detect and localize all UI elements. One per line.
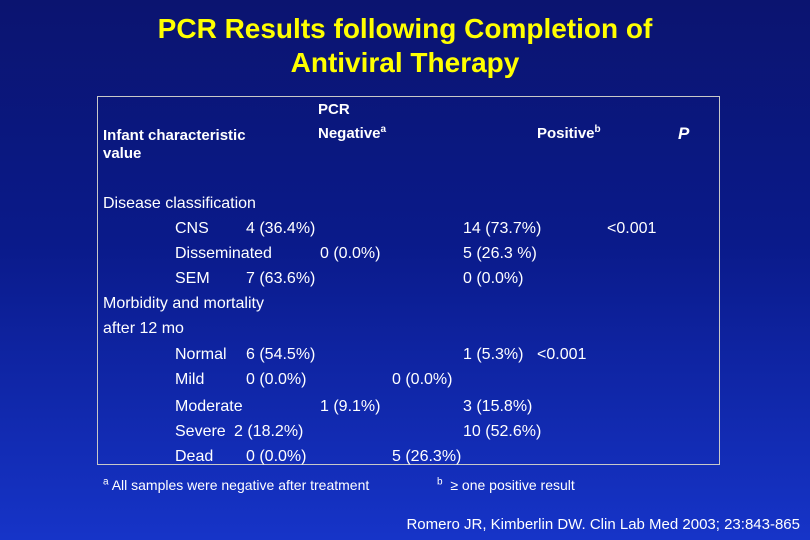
- row-pos-moderate: 3 (15.8%): [463, 398, 533, 415]
- header-p: P: [678, 124, 690, 143]
- row-neg-dead: 0 (0.0%): [246, 448, 307, 465]
- row-neg-normal: 6 (54.5%): [246, 346, 316, 363]
- title-line-2: Antiviral Therapy: [290, 47, 520, 78]
- row-label-cns: CNS: [175, 220, 209, 237]
- row-pos-disseminated: 5 (26.3 %): [463, 245, 537, 262]
- row-neg-cns: 4 (36.4%): [246, 220, 316, 237]
- row-pos-mild: 0 (0.0%): [392, 371, 453, 388]
- row-pos-normal: 1 (5.3%): [463, 346, 524, 363]
- header-infant-characteristic: Infant characteristic: [103, 127, 246, 144]
- header-positive: Positiveb: [537, 124, 601, 143]
- row-neg-sem: 7 (63.6%): [246, 270, 316, 287]
- table-border: [97, 96, 720, 465]
- slide-title: PCR Results following Completion of Anti…: [0, 12, 810, 80]
- row-p-cns: <0.001: [607, 220, 657, 237]
- row-pos-severe: 10 (52.6%): [463, 423, 542, 440]
- header-value: value: [103, 145, 142, 162]
- header-pcr: PCR: [318, 101, 350, 118]
- row-label-mild: Mild: [175, 371, 205, 388]
- row-neg-moderate: 1 (9.1%): [320, 398, 381, 415]
- section-morbidity-line-2: after 12 mo: [103, 320, 184, 337]
- row-label-normal: Normal: [175, 346, 227, 363]
- header-negative: Negativea: [318, 124, 387, 143]
- row-label-dead: Dead: [175, 448, 214, 465]
- section-disease-classification: Disease classification: [103, 195, 256, 212]
- row-label-moderate: Moderate: [175, 398, 243, 415]
- row-neg-severe: 2 (18.2%): [234, 423, 304, 440]
- row-pos-sem: 0 (0.0%): [463, 270, 524, 287]
- row-pos-dead: 5 (26.3%): [392, 448, 462, 465]
- row-p-normal: <0.001: [537, 346, 587, 363]
- citation: Romero JR, Kimberlin DW. Clin Lab Med 20…: [406, 516, 800, 533]
- row-neg-mild: 0 (0.0%): [246, 371, 307, 388]
- footnote-b: b ≥ one positive result: [437, 476, 575, 493]
- section-morbidity-line-1: Morbidity and mortality: [103, 295, 264, 312]
- row-label-severe: Severe: [175, 423, 226, 440]
- title-line-1: PCR Results following Completion of: [157, 13, 653, 44]
- row-label-disseminated: Disseminated: [175, 245, 272, 262]
- row-neg-disseminated: 0 (0.0%): [320, 245, 381, 262]
- row-pos-cns: 14 (73.7%): [463, 220, 542, 237]
- footnote-a: a All samples were negative after treatm…: [103, 476, 370, 493]
- row-label-sem: SEM: [175, 270, 210, 287]
